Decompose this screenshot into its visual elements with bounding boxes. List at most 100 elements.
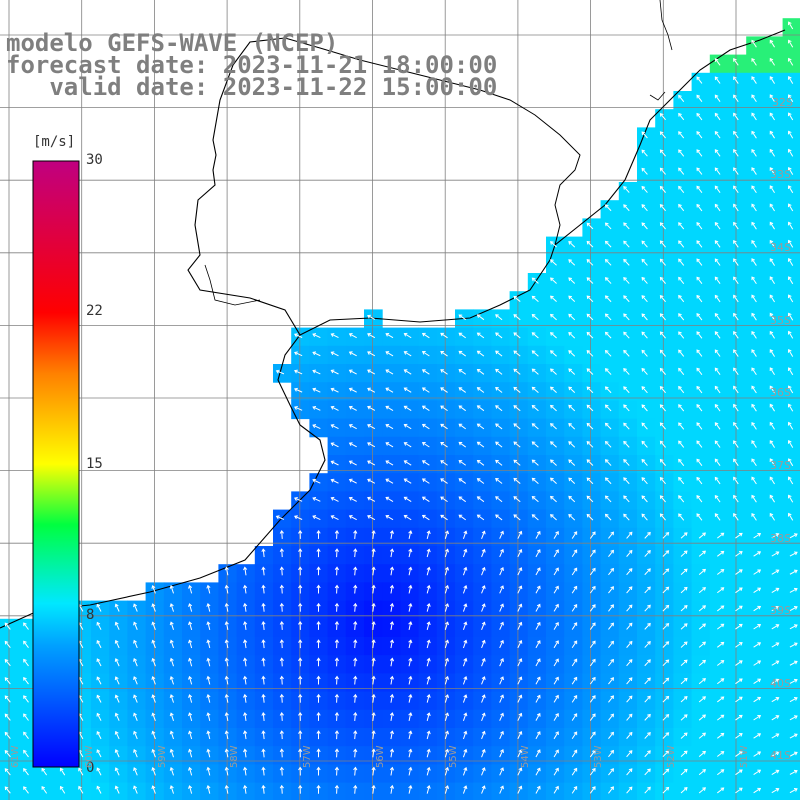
wind-arrow (605, 259, 612, 266)
wind-arrow (605, 477, 612, 485)
wind-arrow-head (647, 677, 651, 682)
wind-arrow-head (440, 460, 444, 464)
wind-arrow (753, 715, 761, 721)
wind-arrow-head (371, 657, 376, 662)
wind-arrow-head (440, 496, 444, 501)
wind-arrow (331, 388, 339, 393)
wind-arrow (170, 694, 174, 703)
wind-arrow-head (757, 587, 762, 592)
wind-arrow (426, 530, 430, 539)
wind-arrow-head (403, 442, 408, 446)
wind-arrow (367, 315, 376, 320)
wind-arrow-head (348, 405, 353, 410)
wind-arrow (662, 550, 669, 557)
wind-arrow-head (555, 640, 559, 644)
wind-arrow-head (610, 586, 614, 590)
wind-arrow (550, 459, 557, 466)
wind-arrow-head (334, 530, 340, 534)
wind-arrow (23, 677, 29, 685)
wind-arrow-head (536, 549, 541, 553)
wind-arrow-head (678, 294, 682, 299)
wind-arrow-head (769, 258, 774, 262)
wind-arrow (331, 424, 339, 430)
wind-arrow-head (757, 678, 762, 683)
wind-arrow (207, 749, 211, 758)
wind-arrow-head (793, 569, 798, 574)
wind-arrow-head (188, 785, 193, 789)
wind-arrow-head (586, 459, 591, 463)
wind-arrow (115, 658, 120, 667)
wind-arrow (281, 712, 283, 721)
wind-arrow-head (371, 748, 376, 753)
wind-arrow-head (555, 767, 559, 772)
wind-arrow (444, 713, 449, 721)
wind-arrow (513, 332, 521, 339)
wind-arrow-head (573, 785, 578, 790)
wind-arrow (354, 603, 356, 612)
wind-arrow-head (403, 478, 408, 483)
wind-arrow (589, 659, 596, 667)
wind-arrow-head (586, 259, 591, 263)
wind-arrow-head (683, 586, 688, 591)
wind-arrow (788, 185, 794, 194)
wind-arrow (517, 604, 522, 612)
wind-arrow-head (549, 477, 554, 482)
wind-arrow (535, 731, 541, 740)
wind-arrow-head (206, 748, 211, 753)
wind-arrow (207, 676, 211, 685)
wind-arrow (660, 295, 666, 303)
wind-arrow (477, 314, 485, 321)
wind-arrow (440, 442, 448, 448)
wind-arrow (462, 785, 467, 794)
wind-arrow-head (604, 495, 609, 500)
wind-arrow (96, 767, 102, 776)
wind-arrow-head (500, 785, 504, 790)
wind-arrow (4, 786, 11, 794)
wind-arrow (78, 640, 84, 649)
wind-arrow (751, 40, 757, 48)
wind-arrow-head (610, 713, 614, 718)
wind-arrow (354, 676, 356, 685)
wind-arrow-head (738, 787, 743, 792)
wind-arrow (662, 696, 669, 703)
wind-arrow-head (275, 369, 280, 374)
wind-arrow (589, 568, 596, 576)
wind-arrow (769, 240, 775, 248)
wind-arrow (680, 659, 688, 667)
wind-arrow (751, 276, 757, 285)
wind-arrow (188, 694, 193, 703)
title-forecast-date: forecast date: 2023-11-21 18:00:00 (6, 51, 498, 79)
wind-arrow (152, 749, 156, 758)
wind-arrow-head (96, 694, 101, 699)
wind-arrow-head (330, 387, 335, 392)
wind-arrow (608, 641, 614, 648)
wind-arrow (568, 332, 576, 339)
wind-arrow (769, 76, 775, 84)
wind-arrow-head (298, 693, 303, 698)
colorbar-tick-30: 30 (86, 152, 103, 168)
wind-arrow-head (623, 295, 627, 299)
wind-arrow-head (298, 675, 303, 680)
wind-arrow (408, 621, 412, 630)
wind-arrow (225, 585, 229, 594)
wind-arrow (408, 767, 412, 776)
wind-arrow-head (769, 221, 774, 226)
wind-arrow-head (188, 730, 193, 735)
wind-arrow-head (445, 785, 450, 789)
wind-arrow (170, 603, 174, 612)
wind-arrow (608, 695, 614, 703)
wind-arrow-head (751, 294, 755, 299)
wind-arrow (281, 676, 283, 685)
wind-arrow-head (733, 513, 737, 517)
wind-arrow-head (647, 641, 651, 645)
wind-arrow-head (757, 605, 762, 610)
wind-arrow-head (659, 440, 664, 445)
wind-arrow (115, 749, 120, 758)
wind-arrow-head (367, 460, 371, 465)
wind-arrow (788, 149, 794, 157)
wind-arrow (714, 295, 721, 303)
wind-arrow-head (659, 131, 664, 135)
wind-arrow-head (678, 476, 682, 481)
wind-arrow-head (787, 276, 792, 280)
wind-arrow-head (114, 639, 119, 644)
